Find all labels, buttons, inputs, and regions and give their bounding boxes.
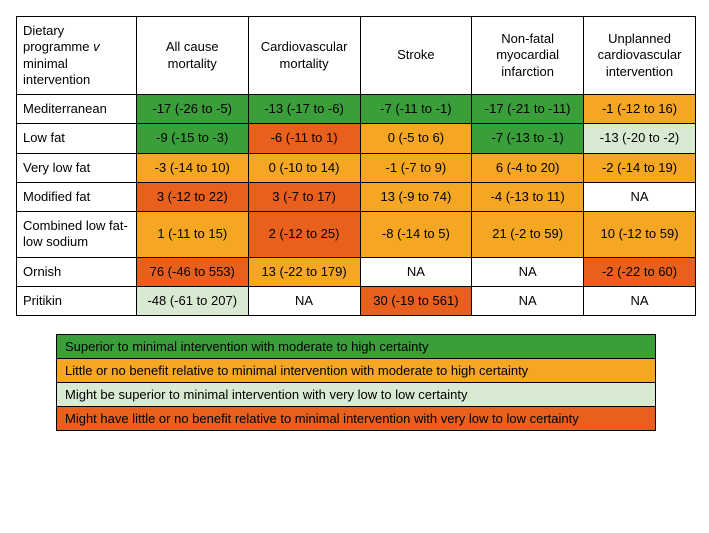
data-cell: -9 (-15 to -3) — [136, 124, 248, 153]
data-cell: 0 (-10 to 14) — [248, 153, 360, 182]
data-cell: -17 (-21 to -11) — [472, 95, 584, 124]
row-label: Low fat — [17, 124, 137, 153]
col-header: Non-fatal myocardial infarction — [472, 17, 584, 95]
table-row: Ornish76 (-46 to 553)13 (-22 to 179)NANA… — [17, 257, 696, 286]
data-cell: -17 (-26 to -5) — [136, 95, 248, 124]
data-cell: -8 (-14 to 5) — [360, 212, 472, 258]
data-cell: 21 (-2 to 59) — [472, 212, 584, 258]
col-header: Unplanned cardiovascular intervention — [584, 17, 696, 95]
data-cell: 3 (-7 to 17) — [248, 182, 360, 211]
data-cell: -1 (-12 to 16) — [584, 95, 696, 124]
col-header: Dietary programme v minimal intervention — [17, 17, 137, 95]
row-label: Mediterranean — [17, 95, 137, 124]
data-cell: 13 (-9 to 74) — [360, 182, 472, 211]
table-row: Combined low fat-low sodium1 (-11 to 15)… — [17, 212, 696, 258]
legend-item: Might be superior to minimal interventio… — [57, 383, 656, 407]
table-row: Modified fat3 (-12 to 22)3 (-7 to 17)13 … — [17, 182, 696, 211]
row-label: Ornish — [17, 257, 137, 286]
data-cell: 6 (-4 to 20) — [472, 153, 584, 182]
data-cell: 76 (-46 to 553) — [136, 257, 248, 286]
table-row: Low fat-9 (-15 to -3)-6 (-11 to 1)0 (-5 … — [17, 124, 696, 153]
row-label: Pritikin — [17, 286, 137, 315]
row-label: Very low fat — [17, 153, 137, 182]
legend-item: Might have little or no benefit relative… — [57, 407, 656, 431]
data-cell: -48 (-61 to 207) — [136, 286, 248, 315]
row-label: Combined low fat-low sodium — [17, 212, 137, 258]
data-cell: 1 (-11 to 15) — [136, 212, 248, 258]
data-cell: NA — [584, 286, 696, 315]
table-header-row: Dietary programme v minimal intervention… — [17, 17, 696, 95]
data-cell: -13 (-17 to -6) — [248, 95, 360, 124]
legend-item: Superior to minimal intervention with mo… — [57, 335, 656, 359]
data-cell: -6 (-11 to 1) — [248, 124, 360, 153]
row-label: Modified fat — [17, 182, 137, 211]
data-cell: 10 (-12 to 59) — [584, 212, 696, 258]
data-cell: -1 (-7 to 9) — [360, 153, 472, 182]
data-cell: -7 (-11 to -1) — [360, 95, 472, 124]
data-cell: NA — [248, 286, 360, 315]
data-cell: -4 (-13 to 11) — [472, 182, 584, 211]
data-cell: -13 (-20 to -2) — [584, 124, 696, 153]
diet-outcome-table: Dietary programme v minimal intervention… — [16, 16, 696, 316]
legend-table: Superior to minimal intervention with mo… — [56, 334, 656, 431]
data-cell: NA — [360, 257, 472, 286]
data-cell: 2 (-12 to 25) — [248, 212, 360, 258]
legend-item: Little or no benefit relative to minimal… — [57, 359, 656, 383]
data-cell: -2 (-22 to 60) — [584, 257, 696, 286]
data-cell: -3 (-14 to 10) — [136, 153, 248, 182]
table-row: Pritikin-48 (-61 to 207)NA30 (-19 to 561… — [17, 286, 696, 315]
data-cell: -2 (-14 to 19) — [584, 153, 696, 182]
data-cell: -7 (-13 to -1) — [472, 124, 584, 153]
data-cell: 30 (-19 to 561) — [360, 286, 472, 315]
col-header: Cardiovascular mortality — [248, 17, 360, 95]
table-row: Mediterranean-17 (-26 to -5)-13 (-17 to … — [17, 95, 696, 124]
data-cell: NA — [472, 257, 584, 286]
data-cell: 0 (-5 to 6) — [360, 124, 472, 153]
data-cell: 3 (-12 to 22) — [136, 182, 248, 211]
data-cell: 13 (-22 to 179) — [248, 257, 360, 286]
col-header: All cause mortality — [136, 17, 248, 95]
col-header: Stroke — [360, 17, 472, 95]
data-cell: NA — [584, 182, 696, 211]
table-row: Very low fat-3 (-14 to 10)0 (-10 to 14)-… — [17, 153, 696, 182]
data-cell: NA — [472, 286, 584, 315]
